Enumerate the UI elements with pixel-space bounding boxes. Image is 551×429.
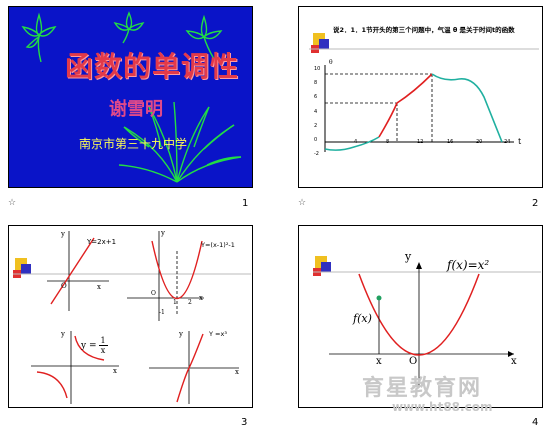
- x-axis-label: t: [518, 137, 522, 146]
- eq-linear: Y=2x+1: [87, 238, 117, 246]
- axis-x-2: x: [199, 294, 203, 302]
- axis-x-4: x: [235, 368, 239, 376]
- slide-2-number: 2: [532, 198, 539, 209]
- plant-decoration: [21, 11, 242, 183]
- origin-label: O: [409, 356, 418, 367]
- y-label: y: [405, 250, 412, 263]
- slide-1-author: 谢雪明: [109, 99, 163, 120]
- parabola-graph: [313, 256, 541, 386]
- axis-x-3: x: [113, 367, 117, 375]
- origin-2: O: [151, 290, 156, 297]
- slide-2-transition-icon: ☆: [298, 198, 307, 208]
- equation-label: f(x)=x²: [447, 258, 490, 272]
- slide-4-number: 4: [532, 417, 539, 428]
- eq-hyperbola: y = 1 x: [81, 336, 108, 355]
- axis-y-2: y: [161, 229, 165, 237]
- tick-minus-1: -1: [159, 309, 165, 316]
- slide-2-text: 说2．1．1节开头的第三个问题中，气温 θ 是关于时间t的函数: [333, 26, 515, 34]
- origin-1: O: [61, 282, 67, 290]
- axis-y-1: y: [61, 230, 65, 238]
- y-ticks: 10 8 6 4 2 0 -2: [314, 66, 321, 158]
- slide-4-thumbnail[interactable]: f(x)=x² y x O f(x) x: [298, 225, 543, 408]
- x-mark-label: x: [376, 356, 382, 367]
- axis-y-3: y: [61, 330, 65, 338]
- slide-3-number: 3: [241, 417, 248, 428]
- slide-3-thumbnail[interactable]: Y=2x+1 y x O Y=(x-1)²-1 y O 1 2 -1 x y =…: [8, 225, 253, 408]
- function-graphs: [13, 231, 251, 404]
- slide-1-school: 南京市第三十九中学: [79, 137, 188, 151]
- eq-parabola: Y=(x-1)²-1: [201, 241, 235, 249]
- x-label: x: [511, 356, 517, 367]
- slide-1-title: 函数的单调性: [65, 50, 240, 83]
- axis-x-1: x: [97, 283, 101, 291]
- slide-1-transition-icon: ☆: [8, 198, 17, 208]
- temperature-graph: [309, 33, 539, 152]
- fx-label: f(x): [353, 312, 372, 325]
- slide-2-thumbnail[interactable]: 说2．1．1节开头的第三个问题中，气温 θ 是关于时间t的函数 θ t 10 8 6…: [298, 6, 543, 188]
- axis-y-4: y: [179, 330, 183, 338]
- tick-1: 1: [173, 299, 177, 306]
- watermark: 育星教育网 www.ht88.com: [362, 376, 493, 414]
- eq-cubic: Y =x³: [209, 330, 227, 338]
- slide-1-number: 1: [242, 198, 249, 209]
- slide-1-thumbnail[interactable]: 函数的单调性 谢雪明 南京市第三十九中学: [8, 6, 253, 188]
- tick-2: 2: [188, 299, 192, 306]
- y-axis-label: θ: [329, 59, 333, 66]
